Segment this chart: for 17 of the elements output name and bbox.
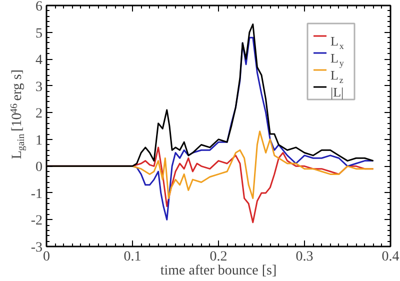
x-tick-label: 0.2 [210, 250, 228, 264]
x-tick-label: 0.4 [382, 250, 400, 264]
y-tick-label: 2 [36, 106, 42, 122]
x-axis-title: time after bounce [s] [160, 264, 277, 278]
y-tick-label: -2 [30, 214, 43, 229]
legend-label: |L| [330, 84, 344, 100]
y-tick-label: -3 [30, 240, 43, 256]
y-axis-title: Lgain [1046 erg s] [8, 69, 28, 160]
x-tick-label: 0.1 [124, 250, 142, 264]
y-tick-label: 1 [36, 133, 42, 148]
y-tick-label: 5 [36, 26, 42, 42]
y-tick-label: 6 [36, 0, 42, 14]
y-tick-label: 3 [36, 80, 42, 95]
y-tick-label: 0 [36, 160, 42, 176]
y-tick-label: -1 [30, 186, 43, 202]
y-tick-label: 4 [36, 53, 42, 68]
x-tick-label: 0.3 [296, 250, 314, 264]
